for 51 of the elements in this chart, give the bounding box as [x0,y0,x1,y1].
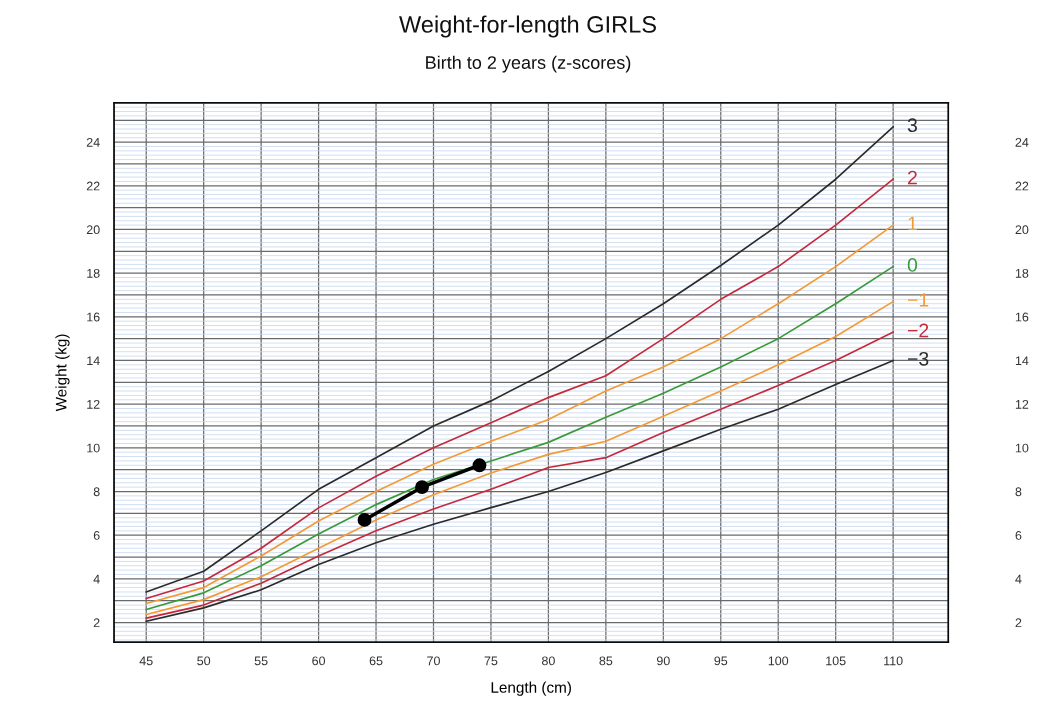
series-label: 3 [907,118,917,133]
x-tick-label: 95 [714,656,728,666]
series-label: 2 [908,170,917,185]
x-axis-title: Length (cm) [491,681,571,696]
y-tick-label: 16 [87,312,100,322]
y-tick-label: 12 [87,399,100,409]
y-tick-label: 14 [87,356,100,366]
series-label: −2 [907,323,929,338]
x-tick-label: 70 [427,656,440,666]
y2-tick-label: 12 [1015,399,1029,409]
x-tick-label: 65 [369,656,383,666]
chart-title: Weight-for-length GIRLS [399,15,656,38]
x-tick-label: 55 [254,656,268,666]
x-tick-label: 85 [599,656,613,666]
x-tick-label: 75 [484,656,498,666]
y-tick-label: 10 [87,443,100,453]
point [415,480,429,495]
y-tick-label: 4 [93,574,100,584]
y-tick-label: 18 [87,268,100,278]
x-tick-label: 105 [826,656,846,666]
chart-subtitle: Birth to 2 years (z-scores) [426,55,631,73]
y-tick-label: 8 [93,487,100,497]
y2-tick-label: 8 [1015,487,1022,497]
y2-tick-label: 14 [1015,356,1029,366]
series-label: 0 [907,258,918,272]
x-tick-label: 100 [768,656,789,666]
y2-tick-label: 10 [1015,443,1029,453]
y-tick-label: 2 [93,618,100,628]
y2-tick-label: 22 [1015,181,1029,191]
y2-tick-label: 2 [1015,618,1022,628]
y-axis-title: Weight (kg) [55,334,70,412]
x-tick-label: 60 [312,656,326,666]
y-tick-label: 20 [86,225,100,235]
y2-tick-label: 18 [1015,268,1029,278]
y2-tick-label: 20 [1015,225,1029,235]
y-tick-label: 22 [86,181,100,191]
point [472,458,487,473]
y2-tick-label: 16 [1015,312,1029,322]
y-tick-label: 24 [86,137,100,147]
y2-tick-label: 4 [1015,574,1022,584]
y-tick-label: 6 [93,530,100,540]
x-tick-label: 90 [656,656,670,666]
point [357,512,372,527]
series-label: −1 [907,293,929,307]
series-label: 1 [908,216,917,231]
y2-tick-label: 24 [1015,137,1029,147]
x-tick-label: 45 [139,656,153,666]
x-tick-label: 110 [884,656,903,666]
x-tick-label: 80 [542,656,555,666]
x-tick-label: 50 [197,656,211,666]
y2-tick-label: 6 [1015,530,1022,540]
